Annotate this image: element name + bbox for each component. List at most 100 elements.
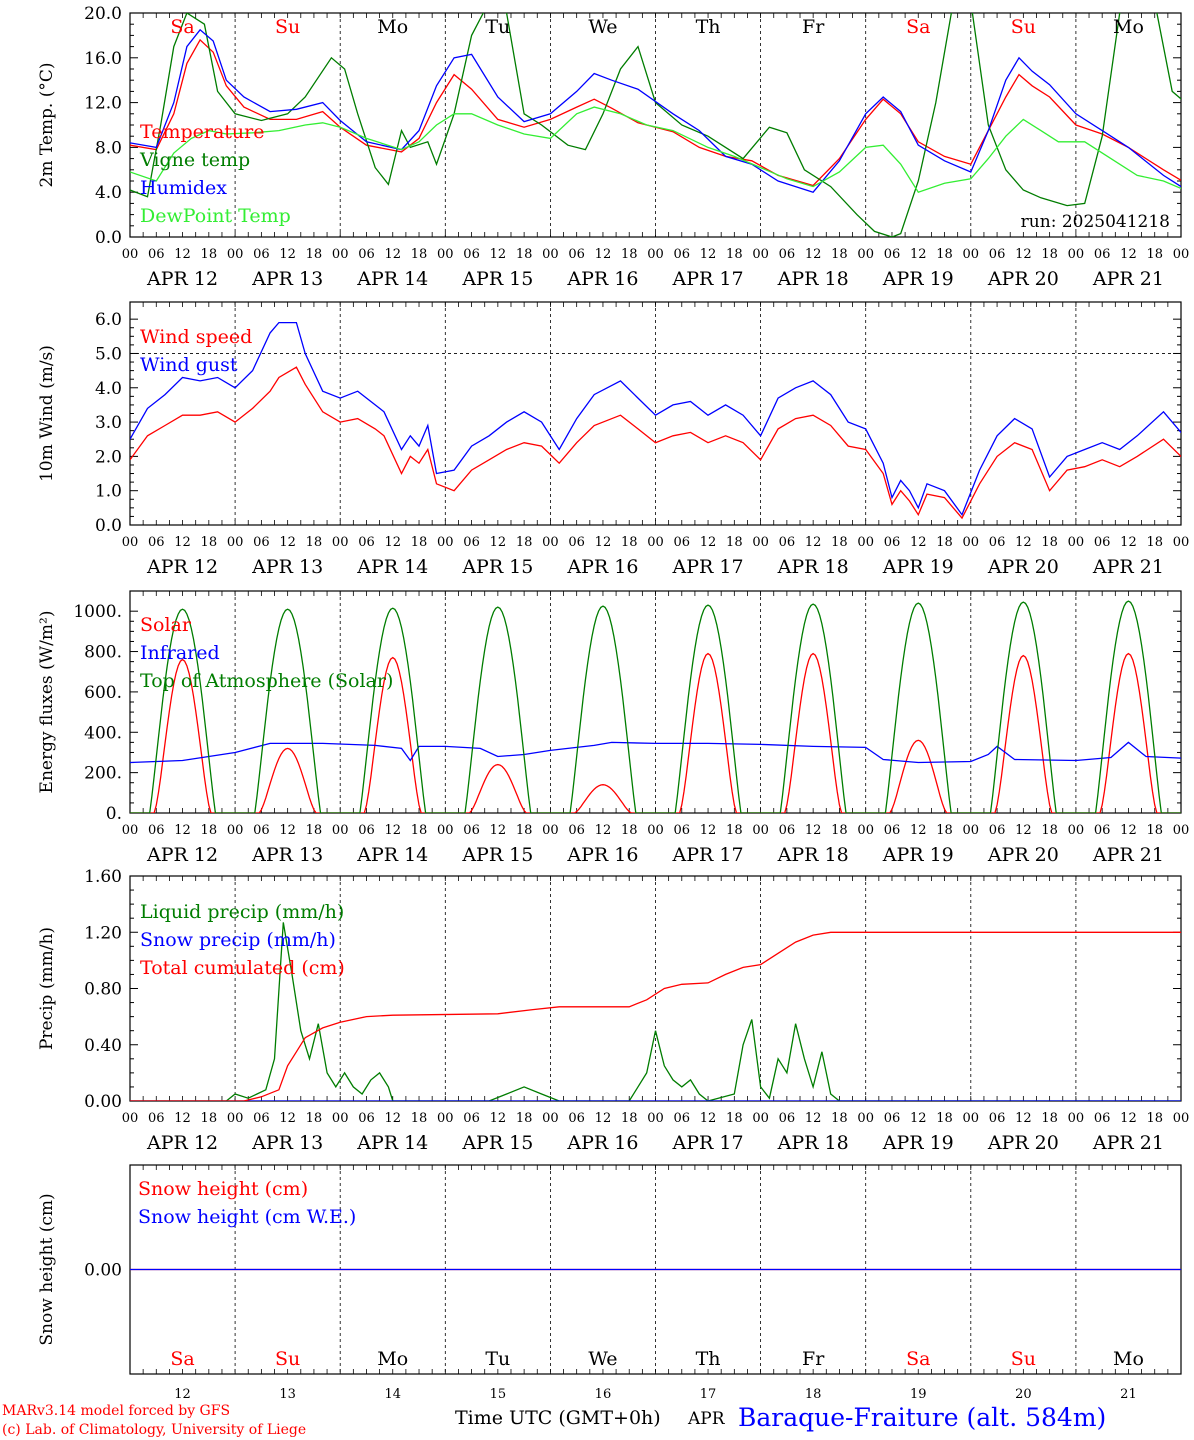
hour-tick-label: 12 [279,535,296,550]
plot-frame [129,301,1182,526]
hour-tick-label: 18 [411,535,428,550]
hour-tick-label: 18 [306,247,323,262]
hour-tick-label: 12 [174,823,191,838]
hour-tick-label: 00 [963,247,980,262]
hour-tick-label: 06 [779,247,796,262]
legend-entry: Solar [140,614,192,636]
hour-tick-label: 18 [831,247,848,262]
hour-tick-label: 06 [358,1111,375,1126]
hour-tick-label: 18 [936,1111,953,1126]
hour-tick-label: 12 [174,1111,191,1126]
hour-tick-label: 00 [752,535,769,550]
date-label: APR 13 [251,556,323,578]
hour-tick-label: 12 [805,535,822,550]
y-tick-label: 6.0 [95,310,122,330]
hour-tick-label: 06 [884,535,901,550]
hour-tick-label: 18 [726,535,743,550]
y-tick-label: 0.0 [95,516,122,536]
y-tick-label: 0.80 [84,980,122,1000]
weekday-label: Sa [170,1348,194,1370]
series-line-infrared [130,741,1181,764]
hour-tick-label: 06 [148,823,165,838]
hour-tick-label: 06 [253,823,270,838]
y-tick-label: 0.0 [95,228,122,248]
hour-tick-label: 06 [148,247,165,262]
weekday-label: Th [696,1348,721,1370]
y-tick-label: 4.0 [95,183,122,203]
series-line-liquid-precip-mm-h- [130,922,1181,1101]
day-number-label: 13 [279,1387,296,1402]
hour-tick-label: 06 [358,535,375,550]
date-label: APR 19 [882,556,954,578]
hour-tick-label: 00 [332,1111,349,1126]
hour-tick-label: 18 [411,823,428,838]
date-label: APR 18 [777,268,849,290]
date-label: APR 12 [146,556,218,578]
date-label: APR 19 [882,268,954,290]
hour-tick-label: 06 [674,247,691,262]
y-tick-label: 5.0 [95,344,122,364]
hour-tick-label: 00 [542,823,559,838]
hour-tick-label: 12 [490,1111,507,1126]
legend-entry: Total cumulated (cm) [140,957,345,979]
hour-tick-label: 06 [884,823,901,838]
hour-tick-label: 18 [726,247,743,262]
weekday-label: Su [1011,1348,1036,1370]
series-group [130,922,1181,1101]
hour-tick-label: 00 [963,1111,980,1126]
date-label: APR 18 [777,844,849,866]
y-tick-label: 1000. [73,602,122,622]
hour-tick-label: 00 [437,823,454,838]
date-label: APR 15 [461,844,533,866]
date-label: APR 15 [461,1132,533,1154]
hour-tick-label: 12 [910,823,927,838]
y-tick-label: 600. [84,683,122,703]
day-number-label: 21 [1120,1387,1137,1402]
hour-tick-label: 06 [779,535,796,550]
legend-entry: Humidex [140,177,227,199]
y-axis-title: 10m Wind (m/s) [37,345,57,482]
hour-tick-label: 00 [963,535,980,550]
hour-tick-label: 12 [910,247,927,262]
hour-tick-label: 06 [463,1111,480,1126]
hour-tick-label: 06 [989,823,1006,838]
series-group [130,600,1181,813]
y-axis-title: Precip (mm/h) [37,927,57,1050]
weekday-label: Su [1011,16,1036,38]
hour-tick-label: 12 [805,247,822,262]
hour-tick-label: 12 [384,535,401,550]
date-label: APR 15 [461,556,533,578]
hour-tick-label: 12 [805,823,822,838]
hour-tick-label: 06 [463,823,480,838]
hour-tick-label: 06 [1094,823,1111,838]
hour-tick-label: 18 [516,1111,533,1126]
series-line-dewpoint-temp [130,106,1181,193]
hour-tick-label: 18 [516,823,533,838]
y-tick-label: 200. [84,764,122,784]
hour-tick-label: 12 [1015,823,1032,838]
date-label: APR 13 [251,268,323,290]
hour-tick-label: 18 [201,1111,218,1126]
hour-tick-label: 00 [122,247,139,262]
date-label: APR 20 [987,268,1059,290]
hour-tick-label: 12 [490,247,507,262]
date-label: APR 18 [777,556,849,578]
date-label: APR 21 [1092,268,1164,290]
hour-tick-label: 00 [437,535,454,550]
hour-tick-label: 06 [568,1111,585,1126]
run-annotation: run: 2025041218 [1021,212,1170,232]
date-label: APR 17 [672,556,744,578]
hour-tick-label: 12 [1120,823,1137,838]
date-label: APR 14 [356,1132,428,1154]
hour-tick-label: 06 [568,823,585,838]
y-tick-label: 0. [106,804,122,824]
y-tick-label: 0.00 [84,1261,122,1281]
meteogram-panels: 0.0 4.0 8.0 12.0 16.0 20.0 2m Temp. (°C) Temper… [37,4,1189,1402]
hour-tick-label: 00 [332,535,349,550]
date-label: APR 18 [777,1132,849,1154]
date-label: APR 20 [987,1132,1059,1154]
hour-tick-label: 18 [621,247,638,262]
hour-tick-label: 18 [1146,247,1163,262]
date-label: APR 12 [146,268,218,290]
legend-entry: Wind speed [140,326,252,348]
